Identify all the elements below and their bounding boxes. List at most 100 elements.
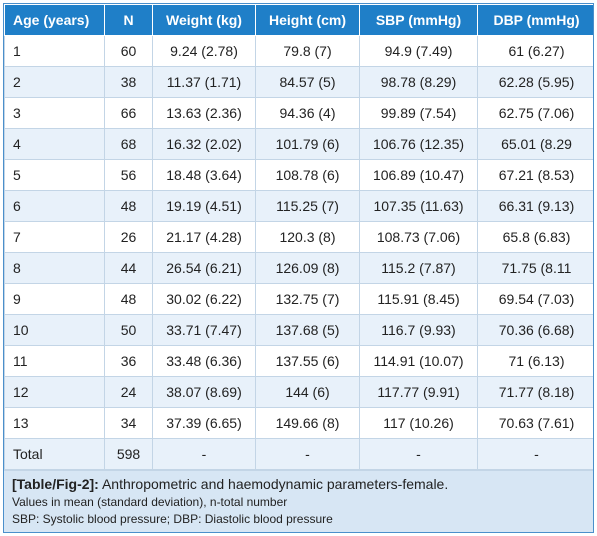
table-cell: 117 (10.26) <box>359 407 478 439</box>
table-cell: 71.75 (8.11 <box>477 252 593 284</box>
table-cell: 24 <box>104 376 153 408</box>
table-cell: 9 <box>4 283 105 315</box>
table-cell: 62.75 (7.06) <box>477 97 593 129</box>
table-row: 8 44 26.54 (6.21) 126.09 (8) 115.2 (7.87) 71.… <box>4 252 593 284</box>
header-row: Age (years) N Weight (kg) Height (cm) SBP (m… <box>4 4 593 36</box>
table-cell: 34 <box>104 407 153 439</box>
table-cell: 9.24 (2.78) <box>152 35 256 67</box>
table-cell: 98.78 (8.29) <box>359 66 478 98</box>
table-cell: 144 (6) <box>255 376 360 408</box>
table-row: 9 48 30.02 (6.22) 132.75 (7) 115.91 (8.45) 69… <box>4 283 593 315</box>
table-cell: 66.31 (9.13) <box>477 190 593 222</box>
table-cell: 48 <box>104 190 153 222</box>
table-cell: 62.28 (5.95) <box>477 66 593 98</box>
table-figure: Age (years) N Weight (kg) Height (cm) SBP (m… <box>3 3 594 533</box>
table-cell: 94.9 (7.49) <box>359 35 478 67</box>
table-cell: 2 <box>4 66 105 98</box>
table-cell: 38 <box>104 66 153 98</box>
column-header: N <box>104 4 153 36</box>
caption-text: Anthropometric and haemodynamic paramete… <box>98 476 449 492</box>
table-cell: 99.89 (7.54) <box>359 97 478 129</box>
table-row: Total 598- - - - <box>4 438 593 470</box>
table-cell: 6 <box>4 190 105 222</box>
caption-title: [Table/Fig-2]: Anthropometric and haemod… <box>12 475 585 494</box>
table-cell: 1 <box>4 35 105 67</box>
table-cell: 48 <box>104 283 153 315</box>
table-cell: 16.32 (2.02) <box>152 128 256 160</box>
table-cell: 115.2 (7.87) <box>359 252 478 284</box>
table-cell: 94.36 (4) <box>255 97 360 129</box>
table-row: 10 50 33.71 (7.47) 137.68 (5) 116.7 (9.93) 70… <box>4 314 593 346</box>
table-cell: 26.54 (6.21) <box>152 252 256 284</box>
table-cell: 26 <box>104 221 153 253</box>
table-cell: 56 <box>104 159 153 191</box>
table-cell: 67.21 (8.53) <box>477 159 593 191</box>
table-cell: 66 <box>104 97 153 129</box>
table-cell: 137.55 (6) <box>255 345 360 377</box>
table-cell: 70.36 (6.68) <box>477 314 593 346</box>
table-cell: 71.77 (8.18) <box>477 376 593 408</box>
table-cell: 33.48 (6.36) <box>152 345 256 377</box>
table-cell: 126.09 (8) <box>255 252 360 284</box>
table-row: 7 26 21.17 (4.28) 120.3 (8) 108.73 (7.06) 65.… <box>4 221 593 253</box>
column-header: SBP (mmHg) <box>359 4 478 36</box>
table-cell: 4 <box>4 128 105 160</box>
table-cell: 132.75 (7) <box>255 283 360 315</box>
table-cell: 79.8 (7) <box>255 35 360 67</box>
caption-note-values: Values in mean (standard deviation), n-t… <box>12 495 288 509</box>
table-cell: 84.57 (5) <box>255 66 360 98</box>
table-cell: 65.8 (6.83) <box>477 221 593 253</box>
table-cell: 13 <box>4 407 105 439</box>
table-row: 6 48 19.19 (4.51) 115.25 (7) 107.35 (11.63) 6… <box>4 190 593 222</box>
table-cell: 3 <box>4 97 105 129</box>
table-caption: [Table/Fig-2]: Anthropometric and haemod… <box>4 470 593 532</box>
table-cell: 101.79 (6) <box>255 128 360 160</box>
table-row: 5 56 18.48 (3.64) 108.78 (6) 106.89 (10.47) 6… <box>4 159 593 191</box>
table-cell: 115.25 (7) <box>255 190 360 222</box>
column-header: Height (cm) <box>255 4 360 36</box>
table-cell: 30.02 (6.22) <box>152 283 256 315</box>
table-cell: 11 <box>4 345 105 377</box>
table-cell: 149.66 (8) <box>255 407 360 439</box>
table-cell: - <box>359 438 478 470</box>
table-cell: 13.63 (2.36) <box>152 97 256 129</box>
table-cell: 50 <box>104 314 153 346</box>
table-cell: 18.48 (3.64) <box>152 159 256 191</box>
table-cell: 44 <box>104 252 153 284</box>
column-header: Age (years) <box>4 4 105 36</box>
table-cell: 5 <box>4 159 105 191</box>
table-row: 11 36 33.48 (6.36) 137.55 (6) 114.91 (10.07)… <box>4 345 593 377</box>
table-cell: 68 <box>104 128 153 160</box>
table-cell: 117.77 (9.91) <box>359 376 478 408</box>
table-cell: 60 <box>104 35 153 67</box>
table-cell: 61 (6.27) <box>477 35 593 67</box>
table-cell: 37.39 (6.65) <box>152 407 256 439</box>
column-header: DBP (mmHg) <box>477 4 593 36</box>
table-cell: 114.91 (10.07) <box>359 345 478 377</box>
table-cell: - <box>152 438 256 470</box>
table-cell: 21.17 (4.28) <box>152 221 256 253</box>
table-cell: 36 <box>104 345 153 377</box>
table-row: 3 66 13.63 (2.36) 94.36 (4) 99.89 (7.54) 62.7… <box>4 97 593 129</box>
table-body: 1 60 9.24 (2.78) 79.8 (7) 94.9 (7.49) 61 (6.2… <box>4 35 593 470</box>
table-cell: 10 <box>4 314 105 346</box>
table-cell: - <box>255 438 360 470</box>
table-cell: 7 <box>4 221 105 253</box>
table-cell: 116.7 (9.93) <box>359 314 478 346</box>
table-cell: 70.63 (7.61) <box>477 407 593 439</box>
table-cell: 8 <box>4 252 105 284</box>
table-cell: 108.73 (7.06) <box>359 221 478 253</box>
column-header: Weight (kg) <box>152 4 256 36</box>
table-cell: 38.07 (8.69) <box>152 376 256 408</box>
table-cell: 71 (6.13) <box>477 345 593 377</box>
data-table: Age (years) N Weight (kg) Height (cm) SBP (m… <box>4 4 593 470</box>
table-row: 13 34 37.39 (6.65) 149.66 (8) 117 (10.26) 70.… <box>4 407 593 439</box>
table-cell: 115.91 (8.45) <box>359 283 478 315</box>
table-cell: 108.78 (6) <box>255 159 360 191</box>
caption-note-abbreviations: SBP: Systolic blood pressure; DBP: Diast… <box>12 512 333 526</box>
table-row: 12 24 38.07 (8.69) 144 (6) 117.77 (9.91) 71.7… <box>4 376 593 408</box>
table-cell: Total <box>4 438 105 470</box>
table-row: 4 68 16.32 (2.02) 101.79 (6) 106.76 (12.35) 6… <box>4 128 593 160</box>
table-cell: 137.68 (5) <box>255 314 360 346</box>
table-cell: 106.89 (10.47) <box>359 159 478 191</box>
